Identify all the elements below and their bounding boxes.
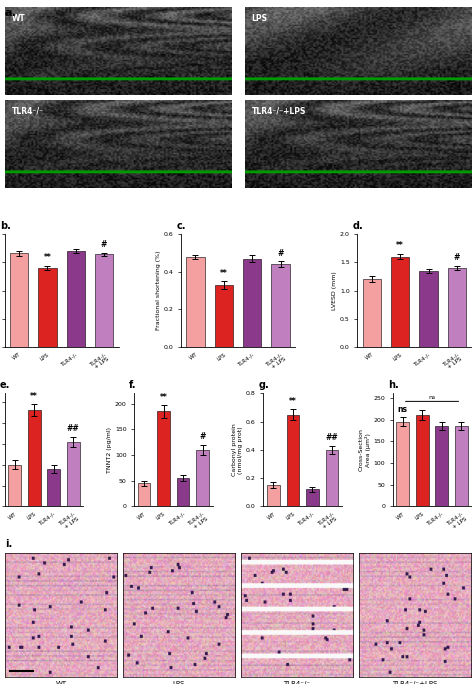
- Y-axis label: LVESD (mm): LVESD (mm): [332, 271, 337, 310]
- Bar: [186, 256, 205, 347]
- Text: **: **: [220, 269, 228, 278]
- Text: ns: ns: [428, 395, 436, 400]
- Bar: [306, 490, 319, 506]
- Text: h.: h.: [388, 380, 399, 390]
- Bar: [416, 415, 428, 506]
- Bar: [363, 279, 381, 347]
- Bar: [8, 464, 21, 506]
- Text: a.: a.: [5, 8, 17, 18]
- Text: #: #: [454, 253, 460, 262]
- Bar: [67, 251, 85, 347]
- Text: b.: b.: [0, 221, 11, 231]
- Text: ##: ##: [67, 424, 79, 433]
- Text: **: **: [44, 253, 51, 262]
- Text: **: **: [289, 397, 297, 406]
- Text: WT: WT: [11, 14, 25, 23]
- Text: g.: g.: [259, 380, 269, 390]
- Text: #: #: [101, 240, 108, 249]
- Text: #: #: [278, 249, 284, 258]
- Text: **: **: [159, 393, 168, 402]
- Bar: [436, 426, 448, 506]
- Bar: [455, 426, 468, 506]
- Bar: [48, 469, 60, 506]
- Text: ##: ##: [326, 434, 338, 443]
- Text: **: **: [397, 241, 404, 250]
- Text: TLR4⁻/⁻+LPS: TLR4⁻/⁻+LPS: [252, 107, 306, 116]
- Text: f.: f.: [129, 380, 137, 390]
- Bar: [138, 484, 150, 506]
- Text: e.: e.: [0, 380, 10, 390]
- Bar: [419, 271, 438, 347]
- Bar: [397, 422, 409, 506]
- Y-axis label: Carbonyl protein
(nmol/mg prot): Carbonyl protein (nmol/mg prot): [232, 423, 243, 476]
- Bar: [215, 285, 233, 347]
- X-axis label: LPS: LPS: [173, 681, 185, 684]
- Bar: [38, 268, 57, 347]
- Y-axis label: TNNT2 (pg/ml): TNNT2 (pg/ml): [107, 427, 112, 473]
- Bar: [326, 450, 338, 506]
- Bar: [196, 450, 209, 506]
- Bar: [447, 268, 466, 347]
- Text: ns: ns: [398, 405, 408, 414]
- Y-axis label: Cross-Section
Area (μm²): Cross-Section Area (μm²): [359, 428, 371, 471]
- Bar: [28, 410, 40, 506]
- Bar: [267, 485, 280, 506]
- Bar: [177, 478, 189, 506]
- Text: i.: i.: [5, 540, 12, 549]
- Text: c.: c.: [176, 221, 186, 231]
- X-axis label: WT: WT: [55, 681, 67, 684]
- Bar: [67, 442, 79, 506]
- X-axis label: TLR4⁻/⁻: TLR4⁻/⁻: [283, 681, 310, 684]
- Text: TLR4⁻/⁻: TLR4⁻/⁻: [11, 107, 44, 116]
- Text: **: **: [30, 391, 38, 401]
- Bar: [157, 412, 170, 506]
- Bar: [391, 256, 409, 347]
- Text: LPS: LPS: [252, 14, 268, 23]
- Text: #: #: [199, 432, 206, 441]
- Bar: [271, 264, 290, 347]
- Bar: [10, 253, 29, 347]
- Bar: [243, 259, 261, 347]
- Text: d.: d.: [353, 221, 364, 231]
- Bar: [95, 254, 113, 347]
- X-axis label: TLR4⁻/⁻+LPS: TLR4⁻/⁻+LPS: [392, 681, 438, 684]
- Bar: [287, 415, 299, 506]
- Y-axis label: Fractional shortening (%): Fractional shortening (%): [156, 251, 161, 330]
